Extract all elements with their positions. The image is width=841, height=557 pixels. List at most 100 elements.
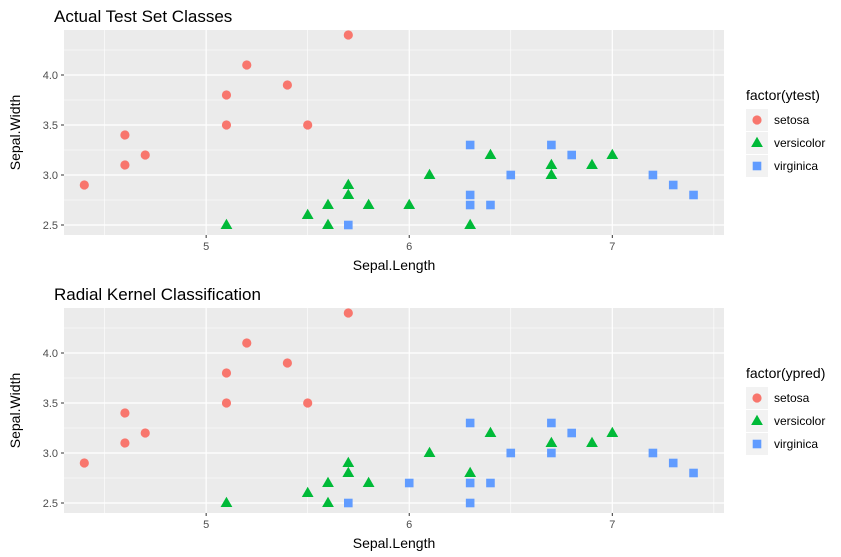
data-point-versicolor [322, 198, 334, 210]
data-point-virginica [506, 170, 516, 180]
data-point-setosa [140, 150, 150, 160]
y-axis-title: Sepal.Width [7, 373, 23, 448]
legend-label: versicolor [774, 414, 825, 428]
data-point-versicolor [606, 426, 619, 438]
data-point-versicolor [484, 426, 497, 438]
legend-key-setosa [752, 115, 762, 125]
y-tick-label: 4.0 [43, 70, 58, 82]
grid-lines [64, 308, 724, 513]
x-axis-title: Sepal.Length [353, 257, 436, 273]
data-point-versicolor [586, 436, 598, 448]
data-point-setosa [221, 368, 232, 378]
x-tick-label: 7 [609, 519, 615, 531]
legend-key-virginica [752, 161, 762, 171]
data-point-virginica [465, 140, 475, 150]
data-point-versicolor [606, 148, 619, 160]
legend-label: setosa [774, 391, 810, 405]
data-point-virginica [465, 498, 475, 508]
y-axis-title: Sepal.Width [7, 95, 23, 170]
data-point-setosa [120, 130, 130, 140]
data-point-setosa [79, 180, 89, 190]
data-point-versicolor [342, 456, 355, 468]
data-point-versicolor [322, 476, 334, 488]
y-tick-label: 4.0 [43, 348, 58, 360]
data-point-virginica [465, 200, 475, 210]
data-point-versicolor [301, 208, 314, 220]
series-virginica [344, 418, 698, 508]
data-point-virginica [547, 448, 556, 458]
data-point-virginica [567, 150, 576, 160]
data-point-versicolor [464, 466, 477, 478]
legend-key-setosa [752, 393, 762, 403]
data-point-setosa [140, 428, 150, 438]
data-point-virginica [668, 458, 678, 468]
y-tick-label: 3.0 [43, 170, 58, 182]
data-point-virginica [547, 140, 556, 150]
data-point-setosa [120, 160, 130, 170]
data-point-versicolor [545, 158, 558, 170]
data-point-versicolor [545, 436, 558, 448]
chart-title: Radial Kernel Classification [54, 285, 261, 304]
data-point-virginica [648, 448, 658, 458]
data-point-versicolor [342, 178, 355, 190]
data-point-virginica [668, 180, 678, 190]
data-point-setosa [282, 358, 292, 368]
data-point-versicolor [342, 188, 355, 200]
x-tick-label: 5 [203, 241, 209, 253]
legend-key-versicolor [751, 414, 763, 426]
data-point-versicolor [322, 218, 334, 230]
data-point-virginica [648, 170, 658, 180]
data-point-virginica [465, 190, 475, 200]
data-point-virginica [486, 200, 495, 210]
x-tick-label: 6 [406, 241, 412, 253]
data-point-versicolor [220, 496, 233, 508]
legend-key-virginica [752, 439, 762, 449]
series-virginica [344, 140, 698, 230]
data-point-versicolor [301, 486, 314, 498]
series-versicolor [220, 148, 619, 230]
data-point-setosa [303, 398, 313, 408]
x-tick-label: 7 [609, 241, 615, 253]
data-point-virginica [689, 190, 698, 200]
legend: factor(ypred) setosa versicolor virginica [746, 365, 825, 455]
grid-lines [64, 30, 724, 235]
series-setosa [79, 308, 353, 468]
data-point-virginica [404, 478, 414, 488]
data-point-setosa [120, 408, 130, 418]
plot-panel [64, 30, 724, 235]
data-point-virginica [465, 478, 475, 488]
x-axis-title: Sepal.Length [353, 535, 436, 551]
data-point-versicolor [545, 168, 558, 180]
data-point-versicolor [322, 496, 334, 508]
data-point-setosa [303, 120, 313, 130]
data-point-versicolor [464, 218, 477, 230]
data-point-setosa [120, 438, 130, 448]
legend-label: setosa [774, 113, 810, 127]
data-point-virginica [344, 220, 353, 230]
data-point-versicolor [423, 168, 436, 180]
data-point-versicolor [403, 198, 416, 210]
data-point-setosa [221, 120, 232, 130]
data-point-virginica [344, 498, 353, 508]
y-tick-label: 3.0 [43, 448, 58, 460]
data-point-versicolor [220, 218, 233, 230]
chart-title: Actual Test Set Classes [54, 7, 232, 26]
legend-key-versicolor [751, 136, 763, 148]
legend-title: factor(ytest) [746, 87, 820, 103]
data-point-setosa [343, 30, 353, 40]
legend-label: virginica [774, 159, 818, 173]
y-tick-label: 2.5 [43, 220, 58, 232]
data-point-versicolor [362, 198, 375, 210]
data-point-setosa [221, 90, 232, 100]
data-point-virginica [506, 448, 516, 458]
chart-2: Radial Kernel Classification 5 6 7 2.5 3.0 3.5… [7, 285, 825, 551]
legend-title: factor(ypred) [746, 365, 825, 381]
x-tick-label: 6 [406, 519, 412, 531]
data-point-versicolor [484, 148, 497, 160]
y-tick-label: 2.5 [43, 498, 58, 510]
chart-1: Actual Test Set Classes 5 6 7 2.5 3.0 3.5 4.0 Se… [7, 7, 825, 273]
data-point-versicolor [342, 466, 355, 478]
data-point-setosa [242, 60, 252, 70]
data-point-virginica [465, 418, 475, 428]
data-point-virginica [547, 418, 556, 428]
